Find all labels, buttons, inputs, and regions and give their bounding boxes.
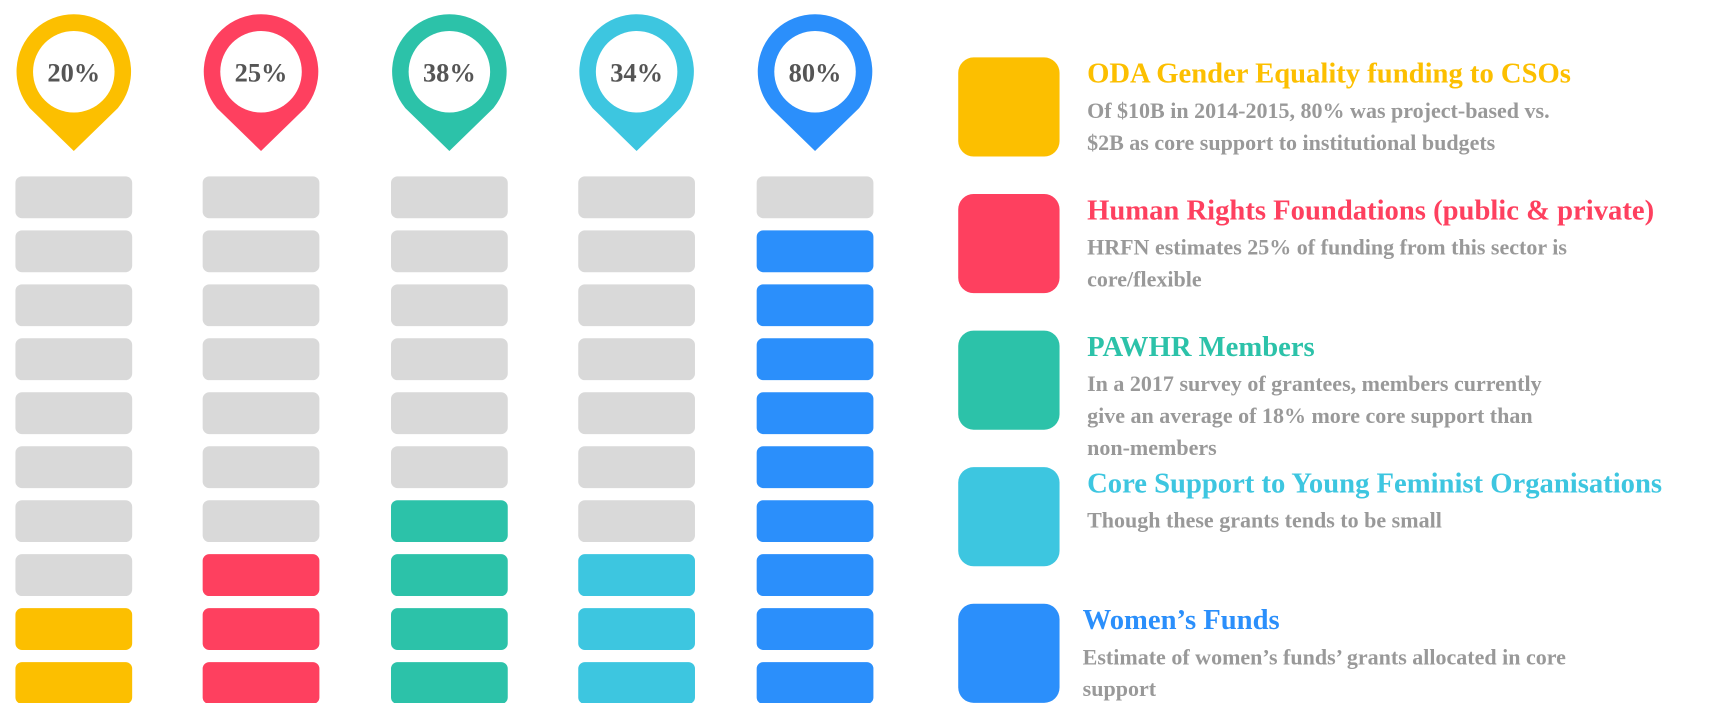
empty-block (202, 500, 320, 543)
pin-label: 34% (610, 58, 663, 88)
filled-block (15, 662, 133, 703)
filled-block (756, 392, 874, 435)
empty-block (756, 176, 874, 219)
legend-description: non-members (1087, 435, 1217, 460)
filled-block (756, 446, 874, 489)
legend-description: Of $10B in 2014-2015, 80% was project-ba… (1087, 98, 1550, 123)
filled-block (756, 662, 874, 703)
empty-block (202, 446, 320, 489)
filled-block (756, 338, 874, 381)
legend-description: Estimate of women’s funds’ grants alloca… (1083, 644, 1567, 669)
legend-title: PAWHR Members (1087, 331, 1315, 363)
empty-block (578, 500, 695, 543)
legend-swatch (958, 467, 1060, 567)
legend-description: In a 2017 survey of grantees, members cu… (1087, 371, 1542, 396)
pin-label: 20% (47, 58, 100, 88)
legend-description: $2B as core support to institutional bud… (1087, 130, 1496, 155)
empty-block (202, 230, 320, 273)
filled-block (756, 608, 874, 650)
empty-block (202, 284, 320, 327)
pin-inner (408, 30, 491, 113)
legend-description: Though these grants tends to be small (1087, 508, 1442, 533)
empty-block (578, 446, 695, 489)
empty-block (578, 230, 695, 273)
legend-description: support (1083, 676, 1157, 701)
filled-block (202, 554, 320, 597)
filled-block (756, 230, 874, 273)
legend-description: give an average of 18% more core support… (1087, 403, 1533, 428)
legend-title: Human Rights Foundations (public & priva… (1087, 194, 1654, 226)
filled-block (578, 554, 695, 597)
empty-block (390, 284, 508, 327)
legend-title: Women’s Funds (1083, 604, 1280, 636)
filled-block (15, 608, 133, 650)
pin-inner (220, 30, 302, 113)
filled-block (756, 500, 874, 543)
legend-description: HRFN estimates 25% of funding from this … (1087, 235, 1567, 260)
pin-inner (595, 30, 678, 113)
filled-block (202, 662, 320, 703)
pin-label: 38% (423, 58, 476, 88)
empty-block (15, 338, 133, 381)
filled-block (390, 608, 508, 650)
legend-title: ODA Gender Equality funding to CSOs (1087, 58, 1571, 90)
empty-block (390, 230, 508, 273)
empty-block (202, 338, 320, 381)
filled-block (578, 608, 695, 650)
pin-label: 80% (789, 58, 842, 88)
empty-block (202, 176, 320, 219)
filled-block (578, 662, 695, 703)
empty-block (390, 446, 508, 489)
empty-block (15, 176, 133, 219)
empty-block (15, 500, 133, 543)
legend-swatch (958, 603, 1060, 703)
empty-block (390, 338, 508, 381)
legend-description: core/flexible (1087, 267, 1202, 292)
legend-swatch (958, 57, 1060, 157)
filled-block (756, 554, 874, 597)
filled-block (756, 284, 874, 327)
legend-title: Core Support to Young Feminist Organisat… (1087, 467, 1662, 499)
empty-block (390, 392, 508, 435)
empty-block (578, 284, 695, 327)
filled-block (390, 554, 508, 597)
legend-swatch (958, 330, 1060, 430)
pin-label: 25% (235, 58, 288, 88)
empty-block (15, 554, 133, 597)
pin-inner (774, 30, 856, 113)
empty-block (578, 392, 695, 435)
empty-block (15, 284, 133, 327)
filled-block (202, 608, 320, 650)
filled-block (391, 662, 508, 703)
empty-block (15, 392, 133, 435)
empty-block (390, 176, 508, 219)
empty-block (578, 338, 695, 381)
legend-swatch (958, 193, 1060, 294)
empty-block (15, 446, 133, 489)
pin-inner (33, 30, 115, 113)
empty-block (202, 392, 320, 435)
empty-block (578, 176, 695, 219)
filled-block (390, 500, 508, 543)
empty-block (15, 230, 133, 273)
